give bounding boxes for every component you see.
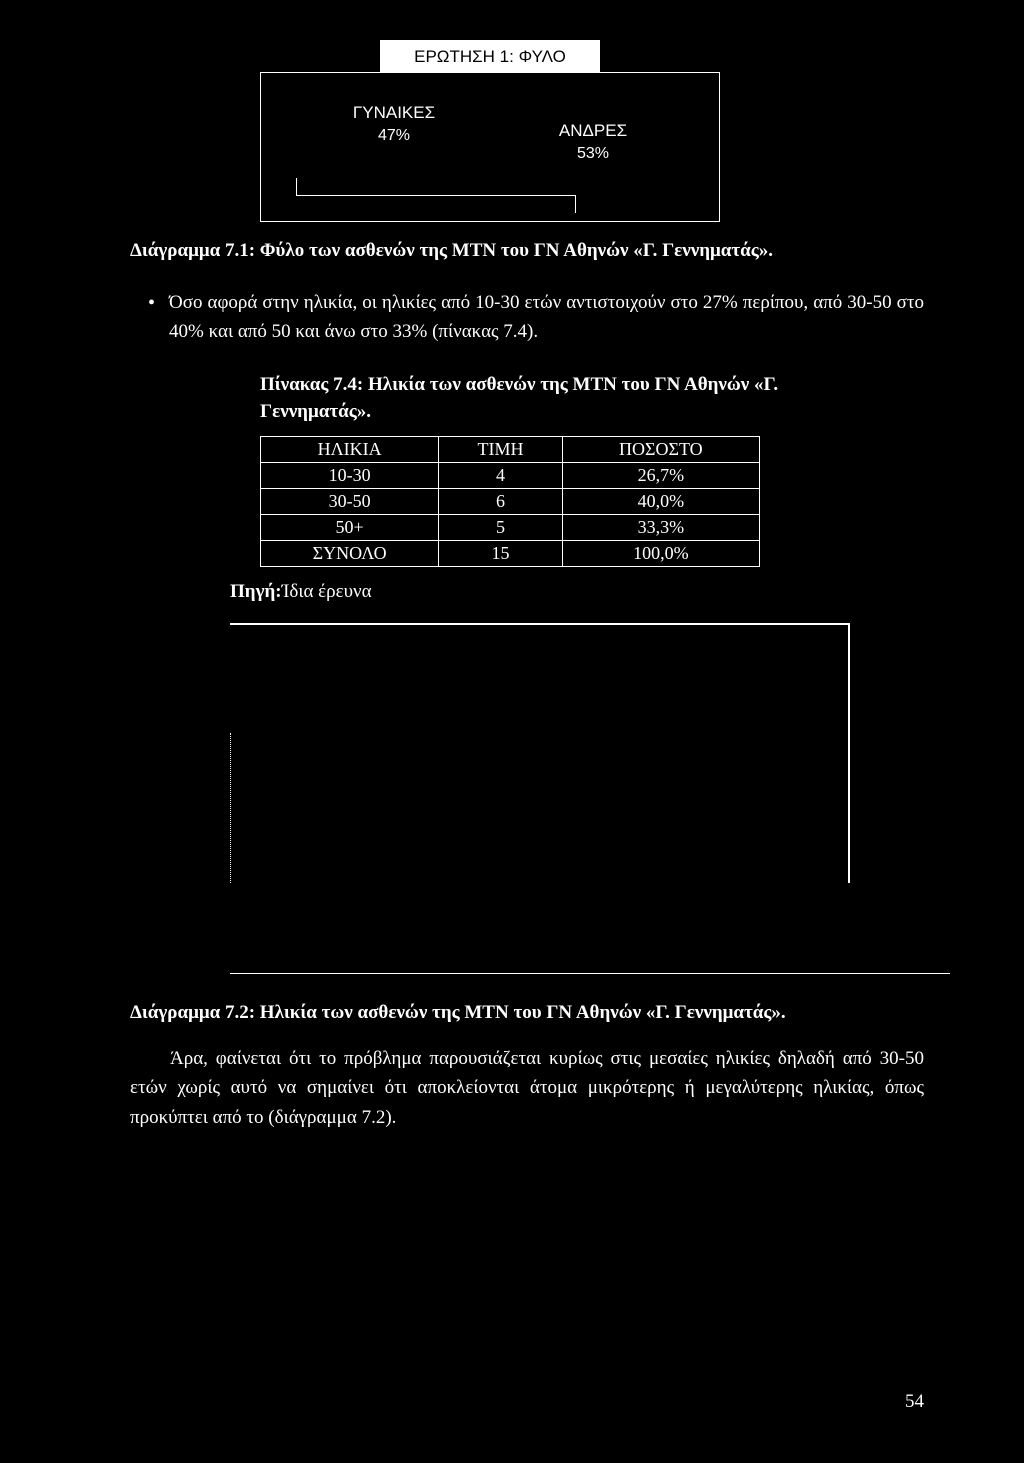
chart2-container bbox=[230, 623, 850, 883]
chart2-right-border bbox=[848, 624, 849, 883]
chart2-bottom-border bbox=[230, 973, 950, 974]
chart1-container: ΕΡΩΤΗΣΗ 1: ΦΥΛΟ ΓΥΝΑΙΚΕΣ 47% ΑΝΔΡΕΣ 53% bbox=[260, 40, 720, 222]
legend-label: ΓΥΝΑΙΚΕΣ bbox=[353, 101, 435, 125]
table-cell: 30-50 bbox=[261, 488, 439, 514]
table-cell: 4 bbox=[439, 462, 562, 488]
table-header: ΤΙΜΗ bbox=[439, 436, 562, 462]
legend-label: ΑΝΔΡΕΣ bbox=[559, 119, 627, 143]
legend-pct: 53% bbox=[559, 143, 627, 165]
table-cell: 26,7% bbox=[562, 462, 759, 488]
chart2-left-border bbox=[230, 733, 231, 883]
caption-diagram-7-1: Διάγραμμα 7.1: Φύλο των ασθενών της ΜΤΝ … bbox=[130, 240, 924, 262]
page-number: 54 bbox=[905, 1391, 924, 1413]
legend-pct: 47% bbox=[353, 125, 435, 147]
table-cell: 50+ bbox=[261, 514, 439, 540]
table-title: Πίνακας 7.4: Ηλικία των ασθενών της ΜΤΝ … bbox=[260, 371, 790, 426]
legend-item-men: ΑΝΔΡΕΣ 53% bbox=[559, 119, 627, 165]
table-cell: 33,3% bbox=[562, 514, 759, 540]
chart2-top-border bbox=[230, 624, 849, 625]
chart1-body: ΓΥΝΑΙΚΕΣ 47% ΑΝΔΡΕΣ 53% bbox=[260, 72, 720, 222]
table-row: 10-30 4 26,7% bbox=[261, 462, 760, 488]
bullet-paragraph: • Όσο αφορά στην ηλικία, οι ηλικίες από … bbox=[130, 288, 924, 347]
table-header: ΗΛΙΚΙΑ bbox=[261, 436, 439, 462]
table-cell: 10-30 bbox=[261, 462, 439, 488]
table-cell: 100,0% bbox=[562, 540, 759, 566]
table-row: 50+ 5 33,3% bbox=[261, 514, 760, 540]
table-source: Πηγή:Ίδια έρευνα bbox=[230, 581, 924, 603]
age-data-table: ΗΛΙΚΙΑ ΤΙΜΗ ΠΟΣΟΣΤΟ 10-30 4 26,7% 30-50 … bbox=[260, 436, 760, 567]
caption-diagram-7-2: Διάγραμμα 7.2: Ηλικία των ασθενών της ΜΤ… bbox=[130, 1002, 924, 1024]
bullet-icon: • bbox=[130, 288, 155, 347]
table-header-row: ΗΛΙΚΙΑ ΤΙΜΗ ΠΟΣΟΣΤΟ bbox=[261, 436, 760, 462]
body-paragraph: Άρα, φαίνεται ότι το πρόβλημα παρουσιάζε… bbox=[130, 1044, 924, 1132]
source-text: Ίδια έρευνα bbox=[282, 581, 372, 602]
legend-item-women: ΓΥΝΑΙΚΕΣ 47% bbox=[353, 101, 435, 165]
table-header: ΠΟΣΟΣΤΟ bbox=[562, 436, 759, 462]
bullet-text: Όσο αφορά στην ηλικία, οι ηλικίες από 10… bbox=[169, 288, 924, 347]
table-cell: ΣΥΝΟΛΟ bbox=[261, 540, 439, 566]
table-cell: 15 bbox=[439, 540, 562, 566]
chart1-inner-frame bbox=[296, 195, 576, 213]
table-cell: 5 bbox=[439, 514, 562, 540]
table-row: ΣΥΝΟΛΟ 15 100,0% bbox=[261, 540, 760, 566]
table-cell: 6 bbox=[439, 488, 562, 514]
chart1-title: ΕΡΩΤΗΣΗ 1: ΦΥΛΟ bbox=[380, 40, 600, 73]
chart1-legend: ΓΥΝΑΙΚΕΣ 47% ΑΝΔΡΕΣ 53% bbox=[291, 101, 689, 165]
source-label: Πηγή: bbox=[230, 581, 282, 602]
table-cell: 40,0% bbox=[562, 488, 759, 514]
table-row: 30-50 6 40,0% bbox=[261, 488, 760, 514]
document-page: ΕΡΩΤΗΣΗ 1: ΦΥΛΟ ΓΥΝΑΙΚΕΣ 47% ΑΝΔΡΕΣ 53% … bbox=[0, 0, 1024, 1463]
